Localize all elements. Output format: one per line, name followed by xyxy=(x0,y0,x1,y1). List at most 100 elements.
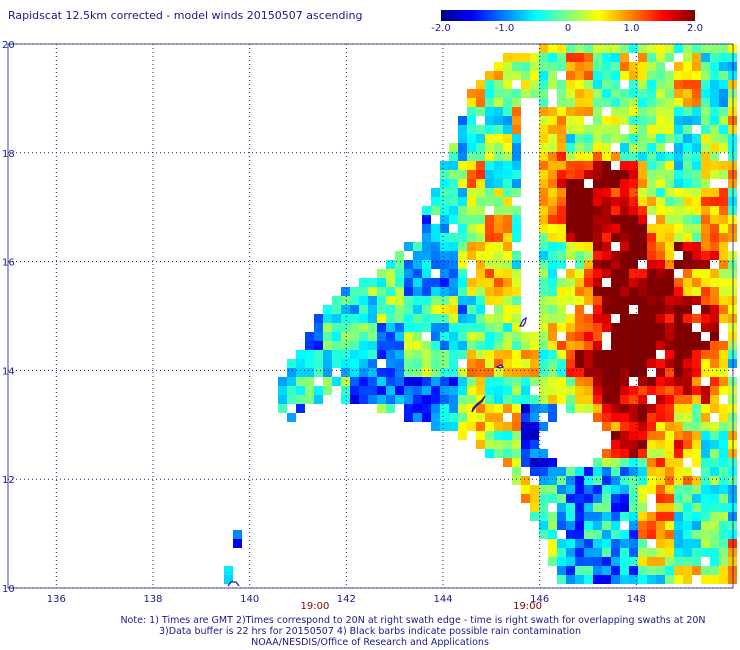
swath-cell xyxy=(701,323,710,332)
swath-cell xyxy=(584,386,593,395)
swath-cell xyxy=(728,206,737,215)
swath-cell xyxy=(341,341,350,350)
swath-cell xyxy=(530,350,539,359)
swath-cell xyxy=(368,287,377,296)
swath-cell xyxy=(665,242,674,251)
swath-cell xyxy=(629,431,638,440)
swath-cell xyxy=(584,107,593,116)
swath-cell xyxy=(683,332,692,341)
swath-cell xyxy=(332,359,341,368)
swath-cell xyxy=(701,485,710,494)
swath-cell xyxy=(620,260,629,269)
swath-cell xyxy=(575,476,584,485)
swath-cell xyxy=(602,296,611,305)
swath-cell xyxy=(611,350,620,359)
swath-cell xyxy=(503,422,512,431)
swath-cell xyxy=(584,395,593,404)
swath-cell xyxy=(440,377,449,386)
swath-cell xyxy=(719,422,728,431)
swath-cell xyxy=(629,296,638,305)
swath-cell xyxy=(620,404,629,413)
swath-cell xyxy=(494,62,503,71)
swath-cell xyxy=(494,152,503,161)
swath-cell xyxy=(539,530,548,539)
swath-cell xyxy=(674,224,683,233)
swath-cell xyxy=(458,305,467,314)
swath-cell xyxy=(620,368,629,377)
swath-cell xyxy=(611,107,620,116)
swath-cell xyxy=(593,53,602,62)
swath-cell xyxy=(557,107,566,116)
swath-cell xyxy=(566,242,575,251)
swath-cell xyxy=(512,206,521,215)
swath-cell xyxy=(593,458,602,467)
swath-cell xyxy=(665,512,674,521)
swath-cell xyxy=(728,215,737,224)
swath-cell xyxy=(476,179,485,188)
swath-cell xyxy=(692,215,701,224)
swath-cell xyxy=(494,377,503,386)
swath-cell xyxy=(728,485,737,494)
swath-cell xyxy=(566,494,575,503)
swath-cell xyxy=(314,386,323,395)
swath-cell xyxy=(620,557,629,566)
swath-cell xyxy=(503,404,512,413)
swath-cell xyxy=(611,134,620,143)
swath-cell xyxy=(701,539,710,548)
swath-cell xyxy=(467,368,476,377)
swath-cell xyxy=(557,350,566,359)
swath-cell xyxy=(494,440,503,449)
swath-cell xyxy=(449,395,458,404)
swath-cell xyxy=(476,260,485,269)
swath-cell xyxy=(665,485,674,494)
swath-cell xyxy=(593,359,602,368)
swath-cell xyxy=(638,458,647,467)
swath-cell xyxy=(548,80,557,89)
swath-cell xyxy=(656,125,665,134)
swath-cell xyxy=(584,350,593,359)
swath-cell xyxy=(665,476,674,485)
swath-cell xyxy=(494,233,503,242)
swath-cell xyxy=(575,260,584,269)
swath-cell xyxy=(728,458,737,467)
swath-cell xyxy=(575,134,584,143)
swath-cell xyxy=(440,323,449,332)
swath-cell xyxy=(665,179,674,188)
swath-cell xyxy=(458,260,467,269)
swath-cell xyxy=(431,332,440,341)
swath-cell xyxy=(611,62,620,71)
swath-cell xyxy=(701,179,710,188)
swath-cell xyxy=(512,305,521,314)
swath-cell xyxy=(521,404,530,413)
swath-cell xyxy=(620,62,629,71)
swath-cell xyxy=(638,386,647,395)
swath-cell xyxy=(620,206,629,215)
swath-cell xyxy=(701,62,710,71)
swath-cell xyxy=(665,287,674,296)
swath-cell xyxy=(287,413,296,422)
swath-cell xyxy=(386,269,395,278)
swath-cell xyxy=(629,152,638,161)
swath-cell xyxy=(467,89,476,98)
swath-cell xyxy=(278,386,287,395)
swath-cell xyxy=(611,521,620,530)
swath-cell xyxy=(431,422,440,431)
swath-cell xyxy=(710,386,719,395)
colorbar: -2.0 -1.0 0 1.0 2.0 xyxy=(431,10,703,34)
swath-cell xyxy=(458,170,467,179)
swath-cell xyxy=(629,359,638,368)
swath-cell xyxy=(476,170,485,179)
swath-cell xyxy=(539,377,548,386)
swath-cell xyxy=(413,386,422,395)
swath-cell xyxy=(512,71,521,80)
swath-cell xyxy=(602,359,611,368)
swath-cell xyxy=(494,278,503,287)
swath-cell xyxy=(404,296,413,305)
swath-cell xyxy=(710,521,719,530)
swath-cell xyxy=(656,530,665,539)
swath-cell xyxy=(566,512,575,521)
swath-cell xyxy=(557,467,566,476)
swath-cell xyxy=(422,251,431,260)
swath-cell xyxy=(593,278,602,287)
swath-cell xyxy=(728,116,737,125)
